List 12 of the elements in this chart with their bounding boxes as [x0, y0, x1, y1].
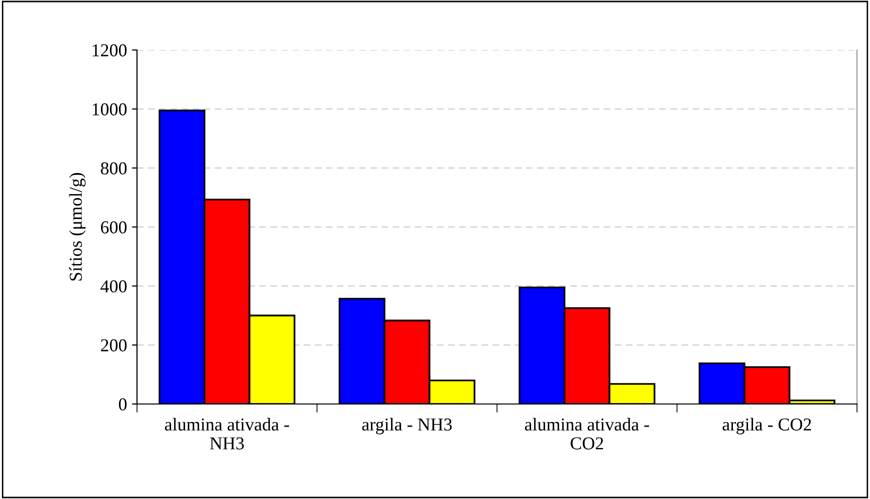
y-tick-label: 800 — [100, 162, 127, 174]
y-tick-label: 1200 — [92, 44, 127, 56]
y-tick-label: 200 — [100, 339, 127, 352]
x-tick-label: alumina ativada - CO2 — [524, 418, 650, 450]
x-tick-label: alumina ativada - NH3 — [164, 418, 290, 450]
x-tick-label: argila - NH3 — [362, 418, 452, 434]
x-tick-label: argila - CO2 — [722, 418, 811, 434]
y-axis-title: Sítios (μmol/g) — [69, 173, 86, 281]
y-tick-label: 0 — [118, 398, 127, 410]
y-tick-label: 400 — [100, 280, 127, 292]
y-tick-label: 1000 — [92, 103, 127, 116]
y-tick-label: 600 — [100, 221, 127, 234]
